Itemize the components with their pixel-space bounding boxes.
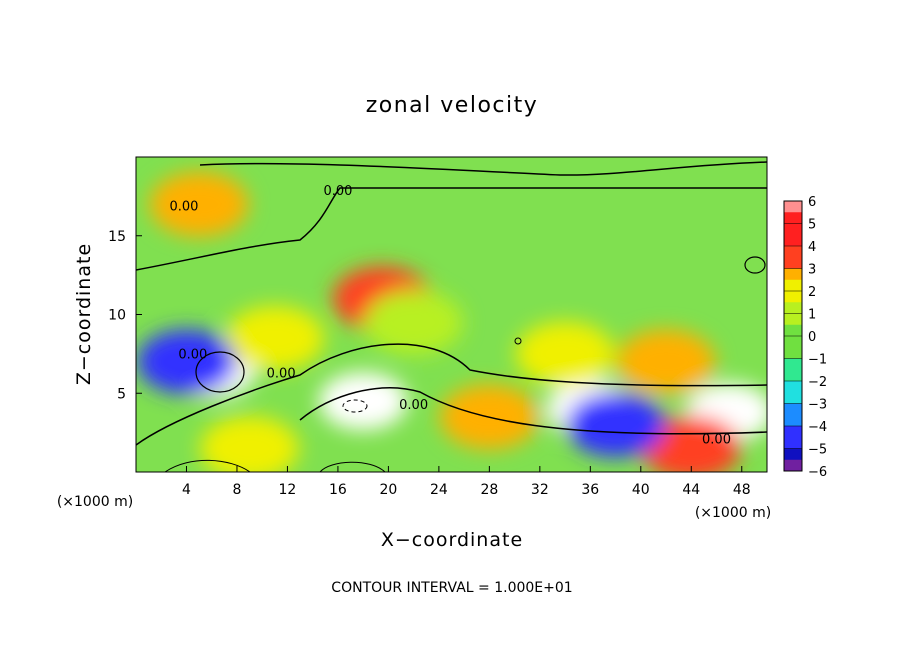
x-tick-label: 12 <box>279 482 297 498</box>
colorbar-tick-label: 2 <box>808 285 816 300</box>
y-axis: 5 10 15 <box>108 229 142 402</box>
colorbar-segment <box>784 313 802 326</box>
x-tick-label: 28 <box>480 482 498 498</box>
colorbar-tick-label: 3 <box>808 263 816 278</box>
colorbar-tick-label: −6 <box>808 465 827 480</box>
colorbar-segment <box>784 414 802 427</box>
colorbar-tick-label: −4 <box>808 420 827 435</box>
x-tick-label: 24 <box>430 482 448 498</box>
colorbar-segment <box>784 212 802 224</box>
chart-title: zonal velocity <box>366 93 539 118</box>
velocity-field <box>137 171 767 472</box>
colorbar-segment <box>784 279 802 292</box>
x-unit-right: (×1000 m) <box>695 505 771 521</box>
colorbar-segment <box>784 223 802 236</box>
field-feature <box>641 416 741 472</box>
x-axis: 4 8 12 16 20 24 28 32 36 40 44 48 <box>182 466 751 498</box>
colorbar-segment <box>784 324 802 337</box>
field-feature <box>616 329 716 395</box>
contour-label: 0.00 <box>178 348 207 363</box>
colorbar-tick-label: −1 <box>808 353 827 368</box>
x-tick-label: 40 <box>632 482 650 498</box>
colorbar-tick-label: −5 <box>808 443 827 458</box>
x-tick-label: 48 <box>733 482 751 498</box>
colorbar-segment <box>784 381 802 393</box>
x-tick-label: 8 <box>232 482 241 498</box>
colorbar: 6 5 4 3 2 1 0 −1 −2 −3 −4 −5 −6 <box>783 195 827 480</box>
zero-contours <box>136 161 767 472</box>
contour-labels: 0.00 0.00 0.00 0.00 0.00 0.00 <box>169 184 731 448</box>
colorbar-segment <box>784 257 802 269</box>
x-tick-label: 20 <box>379 482 397 498</box>
x-tick-label: 16 <box>329 482 347 498</box>
field-feature <box>515 321 615 387</box>
x-tick-label: 36 <box>581 482 599 498</box>
x-unit-left: (×1000 m) <box>57 494 133 510</box>
colorbar-tick-label: −3 <box>808 398 827 413</box>
colorbar-segment <box>784 302 802 314</box>
colorbar-segment <box>784 347 802 359</box>
colorbar-segment <box>784 201 802 213</box>
y-axis-label: Z−coordinate <box>73 243 95 385</box>
y-tick-label: 5 <box>117 386 126 402</box>
contour-interval-note: CONTOUR INTERVAL = 1.000E+01 <box>331 580 572 596</box>
colorbar-tick-label: −2 <box>808 375 827 390</box>
x-tick-label: 44 <box>682 482 700 498</box>
contour-label: 0.00 <box>399 398 428 413</box>
field-feature <box>137 329 236 395</box>
y-tick-label: 15 <box>108 229 126 245</box>
colorbar-segment <box>784 336 802 348</box>
colorbar-segment <box>784 291 802 303</box>
colorbar-segment <box>784 448 802 461</box>
colorbar-segment <box>784 358 802 371</box>
field-feature <box>364 290 464 355</box>
contour-label: 0.00 <box>267 367 296 382</box>
y-tick-label: 10 <box>108 308 126 324</box>
colorbar-tick-label: 5 <box>808 218 816 233</box>
contour-label: 0.00 <box>169 200 198 215</box>
colorbar-segment <box>784 437 802 449</box>
field-feature <box>566 392 665 458</box>
field-feature <box>225 305 325 371</box>
plot-area: 0.00 0.00 0.00 0.00 0.00 0.00 <box>136 157 767 472</box>
contour-label: 0.00 <box>323 184 352 199</box>
colorbar-segment <box>784 392 802 404</box>
x-tick-label: 4 <box>182 482 191 498</box>
x-tick-label: 32 <box>531 482 549 498</box>
field-feature <box>200 416 299 472</box>
colorbar-tick-label: 6 <box>808 195 816 210</box>
colorbar-segment <box>784 234 802 247</box>
field-feature <box>149 171 249 237</box>
colorbar-tick-label: 4 <box>808 240 816 255</box>
colorbar-segment <box>784 246 802 258</box>
colorbar-segment <box>784 403 802 416</box>
colorbar-segment <box>784 459 802 472</box>
contour-label: 0.00 <box>702 433 731 448</box>
x-axis-label: X−coordinate <box>381 529 523 551</box>
colorbar-segment <box>784 369 802 382</box>
colorbar-segment <box>784 268 802 281</box>
colorbar-tick-label: 1 <box>808 308 816 323</box>
colorbar-tick-label: 0 <box>808 330 816 345</box>
colorbar-segment <box>784 426 802 438</box>
